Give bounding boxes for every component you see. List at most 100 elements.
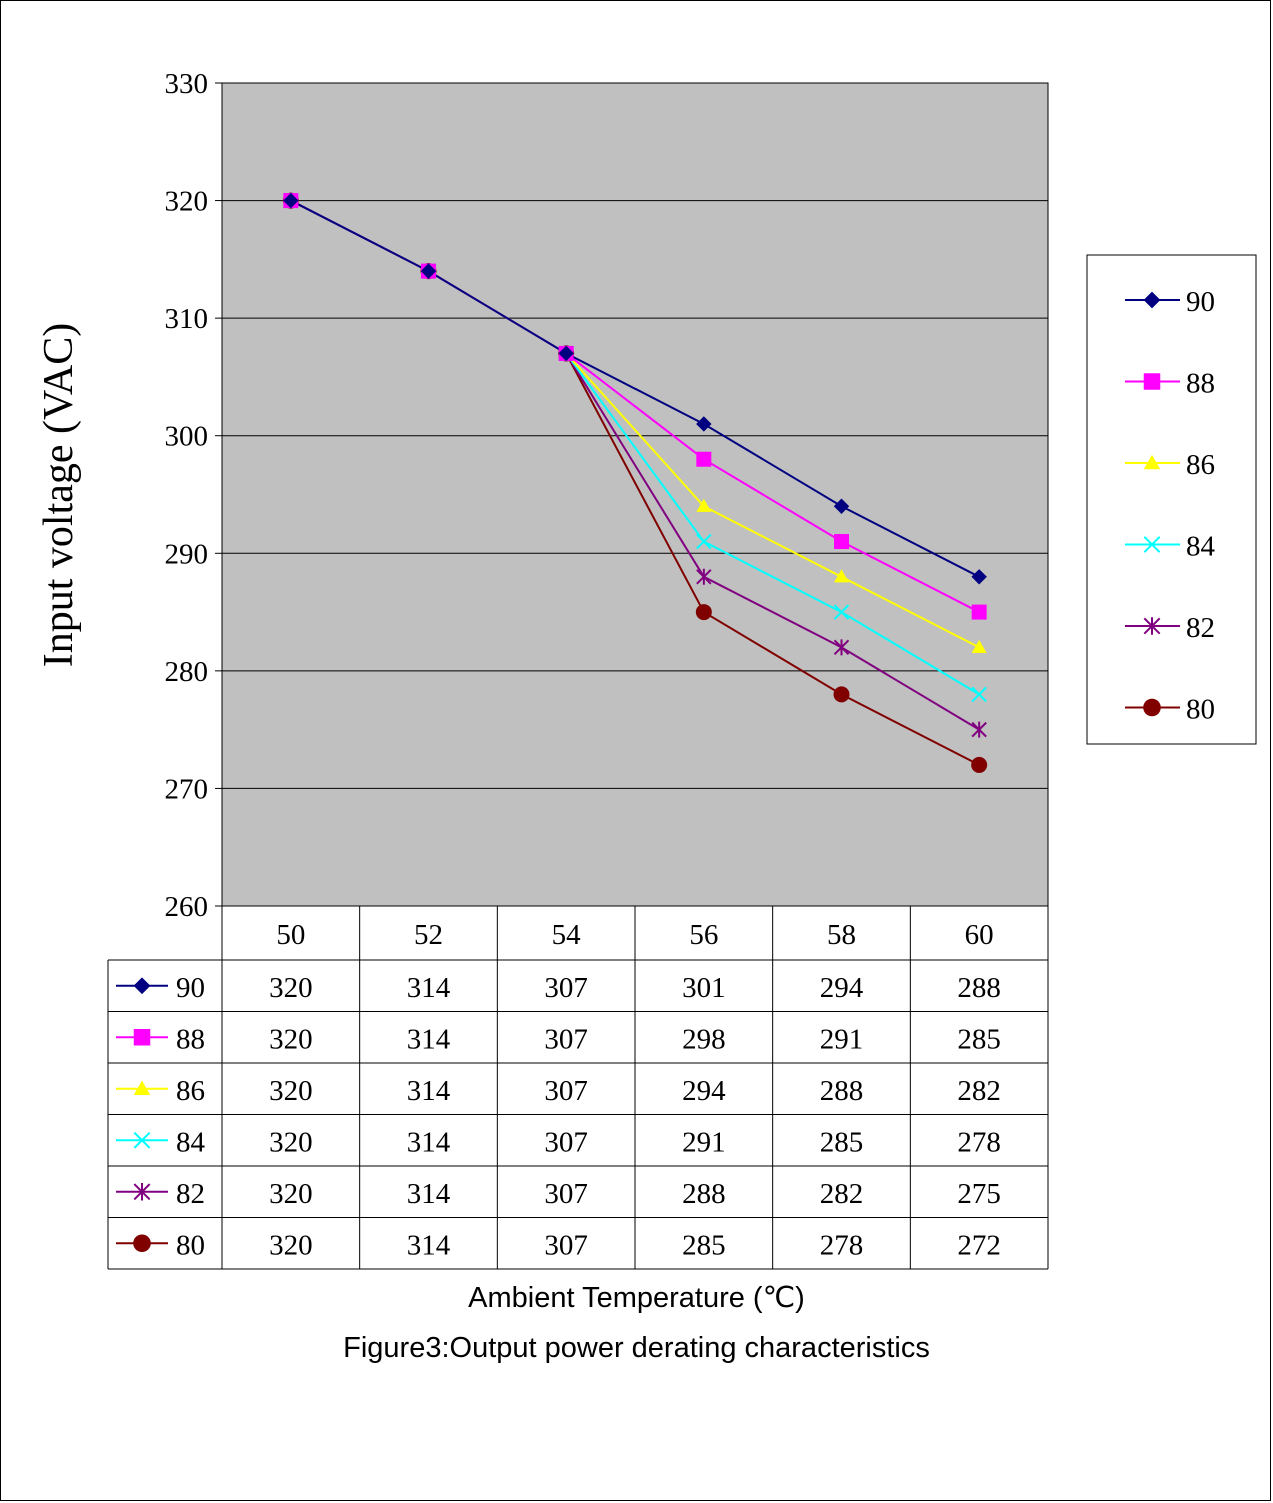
- legend-label: 82: [1186, 612, 1215, 644]
- table-cell: 301: [682, 972, 726, 1004]
- data-point-marker: [283, 192, 299, 209]
- data-point-marker: [1143, 617, 1161, 635]
- x-tick-label: 52: [414, 919, 443, 951]
- data-point-marker: [696, 451, 712, 467]
- table-cell: 314: [407, 1126, 451, 1158]
- table-cell: 314: [407, 1178, 451, 1210]
- data-point-marker: [558, 345, 574, 362]
- x-tick-label: 60: [965, 919, 994, 951]
- table-cell: 314: [407, 1023, 451, 1055]
- data-point-marker: [696, 416, 712, 432]
- legend-item-84: 84: [1125, 531, 1216, 563]
- data-point-marker: [133, 1234, 151, 1253]
- table-series-name: 80: [176, 1229, 205, 1261]
- legend-box: [1086, 254, 1257, 745]
- data-point-marker: [833, 604, 850, 620]
- data-point-marker: [1143, 536, 1161, 553]
- legend-item-90: 90: [1125, 286, 1215, 318]
- y-tick-label: 300: [165, 421, 209, 453]
- table-cell: 288: [820, 1075, 864, 1107]
- data-point-marker: [133, 1080, 151, 1095]
- legend-item-88: 88: [1125, 368, 1215, 400]
- data-point-marker: [971, 686, 987, 703]
- data-point-marker: [971, 604, 987, 620]
- data-point-marker: [834, 569, 849, 583]
- table-cell: 320: [269, 1229, 313, 1261]
- y-tick-label: 280: [165, 656, 209, 688]
- table-cell: 278: [957, 1126, 1001, 1158]
- table-cell: 278: [820, 1229, 864, 1261]
- legend-item-80: 80: [1125, 694, 1215, 726]
- data-point-marker: [834, 534, 849, 550]
- data-point-marker: [133, 1131, 151, 1149]
- series-90: [290, 199, 980, 578]
- series-lines: [282, 192, 988, 773]
- table-cell: 320: [269, 1126, 313, 1158]
- data-point-marker: [695, 604, 712, 621]
- table-row: 90 320 314 307 301 294 288: [116, 972, 1001, 1004]
- data-point-marker: [971, 639, 987, 653]
- table-row: 88 320 314 307 298 291 285: [116, 1023, 1001, 1055]
- table-cell: 307: [544, 1075, 588, 1107]
- legend: 90 88 86 84 82 80: [1086, 254, 1257, 745]
- legend-item-86: 86: [1125, 449, 1215, 481]
- table-cell: 320: [269, 972, 313, 1004]
- series-markers-90: [283, 192, 987, 585]
- y-tick-label: 310: [165, 303, 209, 335]
- y-tick-label: 270: [165, 773, 209, 805]
- x-tick-label: 50: [276, 919, 305, 951]
- y-tick-label: 260: [165, 891, 209, 923]
- table-cell: 294: [820, 972, 864, 1004]
- plot-area: [221, 82, 1049, 907]
- figure-caption: Figure3:Output power derating characteri…: [343, 1332, 930, 1364]
- table-series-name: 86: [176, 1075, 205, 1107]
- data-point-marker: [971, 756, 988, 773]
- table-cell: 320: [269, 1075, 313, 1107]
- table-cell: 272: [957, 1229, 1001, 1261]
- table-series-name: 84: [176, 1126, 206, 1158]
- table-cell: 307: [544, 972, 588, 1004]
- data-point-marker: [696, 498, 712, 512]
- table-cell: 285: [682, 1229, 726, 1261]
- table-cell: 307: [544, 1126, 588, 1158]
- data-point-marker: [833, 686, 850, 703]
- x-axis-label: Ambient Temperature (℃): [468, 1282, 805, 1314]
- table-cell: 288: [682, 1178, 726, 1210]
- table-row: 80 320 314 307 285 278 272: [116, 1229, 1001, 1261]
- series-line: [290, 199, 980, 578]
- table-cell: 285: [957, 1023, 1001, 1055]
- table-cell: 275: [957, 1178, 1001, 1210]
- data-point-marker: [1143, 373, 1161, 390]
- table-cell: 314: [407, 972, 451, 1004]
- table-series-name: 88: [176, 1023, 205, 1055]
- table-cell: 282: [957, 1075, 1001, 1107]
- table-row: 86 320 314 307 294 288 282: [116, 1075, 1001, 1107]
- legend-label: 80: [1186, 694, 1215, 726]
- table-cell: 307: [544, 1229, 588, 1261]
- table-cell: 288: [957, 972, 1001, 1004]
- x-tick-label: 56: [689, 919, 718, 951]
- table-series-name: 82: [176, 1178, 205, 1210]
- table-cell: 291: [820, 1023, 864, 1055]
- table-cell: 285: [820, 1126, 864, 1158]
- table-cell: 307: [544, 1023, 588, 1055]
- data-point-marker: [1143, 698, 1161, 717]
- table-cell: 291: [682, 1126, 726, 1158]
- data-table: 50 52 54 56 58 60 90 320 314 307 301 294 288 88 320 314…: [107, 906, 1049, 1270]
- legend-item-82: 82: [1125, 612, 1215, 644]
- table-cell: 282: [820, 1178, 864, 1210]
- data-point-marker: [1143, 291, 1161, 309]
- data-point-marker: [420, 263, 437, 279]
- data-point-marker: [833, 498, 850, 514]
- legend-label: 90: [1186, 286, 1215, 318]
- table-cell: 314: [407, 1075, 451, 1107]
- x-tick-label: 54: [552, 919, 582, 951]
- data-point-marker: [971, 569, 987, 585]
- data-point-marker: [133, 977, 151, 995]
- table-cell: 320: [269, 1178, 313, 1210]
- table-cell: 307: [544, 1178, 588, 1210]
- y-axis-ticks: 260 270 280 290 300 310 320 330: [165, 68, 222, 923]
- data-point-marker: [833, 639, 850, 656]
- table-row: 82 320 314 307 288 282 275: [116, 1178, 1001, 1210]
- y-axis-label: Input voltage (VAC): [36, 323, 82, 668]
